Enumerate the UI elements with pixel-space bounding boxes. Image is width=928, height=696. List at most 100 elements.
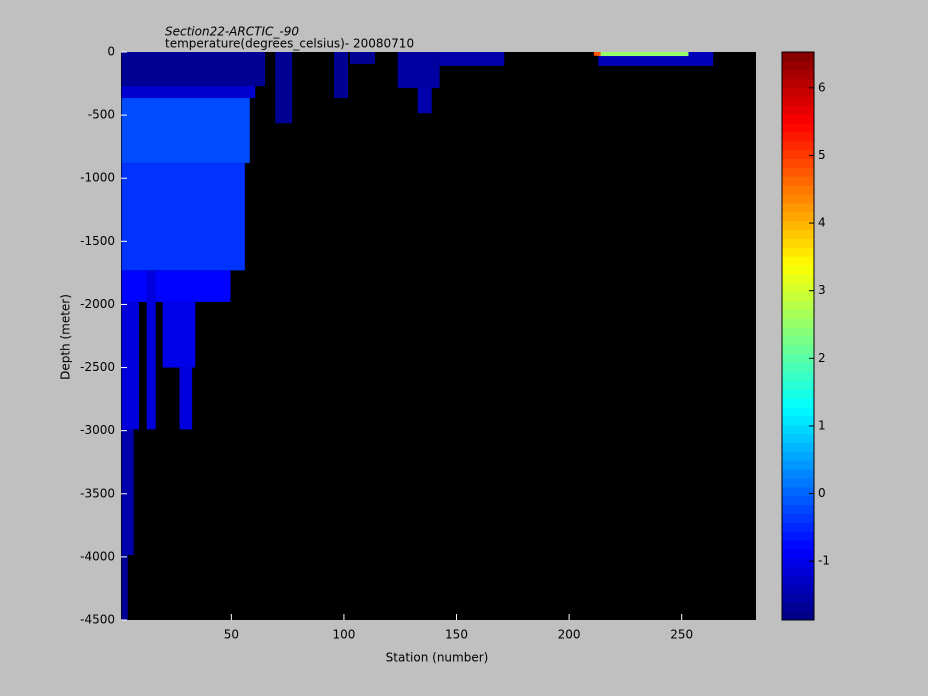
- colorbar-segment: [782, 282, 814, 293]
- x-tick-label: 250: [670, 628, 693, 642]
- colorbar-segment: [782, 123, 814, 133]
- heatmap-cell: [334, 52, 348, 99]
- colorbar-segment: [782, 60, 814, 71]
- heatmap-cell: [417, 87, 432, 114]
- x-axis-label: Station (number): [386, 651, 489, 665]
- colorbar-segment: [782, 211, 814, 222]
- colorbar-segment: [782, 229, 814, 239]
- colorbar-segment: [782, 407, 814, 417]
- colorbar-segment: [782, 273, 814, 284]
- colorbar-segment: [782, 309, 814, 319]
- colorbar-segment: [782, 353, 814, 364]
- colorbar-segment: [782, 611, 814, 621]
- colorbar-segment: [782, 531, 814, 541]
- chart-subtitle: temperature(degrees_celsius)- 20080710: [165, 37, 414, 51]
- colorbar-segment: [782, 362, 814, 372]
- colorbar-segment: [782, 87, 814, 97]
- chart-title: Section22-ARCTIC_-90: [165, 25, 299, 39]
- colorbar-segment: [782, 185, 814, 195]
- colorbar-segment: [782, 380, 814, 390]
- y-tick-label: -4000: [80, 549, 115, 563]
- colorbar-segment: [782, 265, 814, 275]
- heatmap-cell: [121, 163, 245, 271]
- heatmap-cell: [121, 301, 140, 430]
- colorbar-segment: [782, 602, 814, 612]
- colorbar-segment: [782, 96, 814, 106]
- colorbar-segment: [782, 469, 814, 479]
- colorbar-tick-label: 1: [818, 418, 826, 432]
- colorbar-segment: [782, 52, 814, 62]
- y-tick-label: -1000: [80, 171, 115, 185]
- colorbar-segment: [782, 566, 814, 577]
- colorbar-tick-label: 3: [818, 283, 826, 297]
- colorbar-segment: [782, 344, 814, 355]
- heatmap-cell: [121, 86, 256, 99]
- colorbar-tick-label: 6: [818, 80, 826, 94]
- heatmap-cell: [162, 301, 196, 368]
- heatmap-cell: [439, 52, 505, 66]
- colorbar-segment: [782, 327, 814, 337]
- colorbar-segment: [782, 167, 814, 177]
- colorbar-segment: [782, 291, 814, 301]
- heatmap-cell: [598, 52, 689, 57]
- colorbar-segment: [782, 247, 814, 257]
- colorbar-segment: [782, 220, 814, 230]
- colorbar-segment: [782, 69, 814, 80]
- colorbar-segment: [782, 176, 814, 186]
- colorbar-segment: [782, 584, 814, 594]
- heatmap-cell: [121, 98, 250, 164]
- colorbar-segment: [782, 194, 814, 204]
- colorbar-segment: [782, 495, 814, 506]
- x-tick-label: 50: [224, 628, 239, 642]
- heatmap-cell: [397, 52, 440, 88]
- colorbar-segment: [782, 540, 814, 550]
- colorbar-segment: [782, 78, 814, 88]
- heatmap-cell: [275, 52, 293, 124]
- colorbar-segment: [782, 424, 814, 435]
- colorbar-segment: [782, 557, 814, 568]
- colorbar-segment: [782, 105, 814, 115]
- colorbar-segment: [782, 238, 814, 248]
- y-tick-label: -4500: [80, 613, 115, 627]
- colorbar-segment: [782, 114, 814, 124]
- colorbar-segment: [782, 149, 814, 159]
- y-tick-label: -1500: [80, 234, 115, 248]
- colorbar-segment: [782, 504, 814, 514]
- colorbar-segment: [782, 513, 814, 523]
- colorbar-tick-label: 4: [818, 216, 826, 230]
- colorbar-tick-label: 0: [818, 486, 826, 500]
- colorbar-segment: [782, 300, 814, 310]
- y-tick-label: -2000: [80, 297, 115, 311]
- x-tick-label: 200: [558, 628, 581, 642]
- heatmap-cell: [121, 52, 266, 87]
- heatmap-cell: [593, 52, 601, 56]
- y-axis-label: Depth (meter): [59, 294, 73, 380]
- colorbar-tick-label: 2: [818, 351, 826, 365]
- colorbar-segment: [782, 549, 814, 559]
- colorbar-tick-label: 5: [818, 148, 826, 162]
- colorbar-segment: [782, 593, 814, 603]
- colorbar-segment: [782, 140, 814, 151]
- heatmap-cell: [179, 367, 193, 430]
- y-tick-label: 0: [107, 45, 115, 59]
- colorbar-tick-label: -1: [818, 554, 830, 568]
- y-tick-label: -500: [88, 108, 115, 122]
- colorbar-segment: [782, 202, 814, 213]
- colorbar-segment: [782, 371, 814, 381]
- colorbar-segment: [782, 158, 814, 168]
- colorbar-segment: [782, 131, 814, 142]
- y-tick-label: -3000: [80, 423, 115, 437]
- y-tick-label: -2500: [80, 360, 115, 374]
- colorbar-segment: [782, 442, 814, 452]
- colorbar-segment: [782, 478, 814, 488]
- colorbar-segment: [782, 486, 814, 497]
- colorbar-segment: [782, 256, 814, 266]
- colorbar-segment: [782, 433, 814, 443]
- colorbar-segment: [782, 318, 814, 328]
- colorbar-segment: [782, 522, 814, 532]
- colorbar-frame: [781, 51, 815, 621]
- y-tick-label: -3500: [80, 486, 115, 500]
- heatmap-cell: [121, 270, 231, 302]
- colorbar-segment: [782, 460, 814, 470]
